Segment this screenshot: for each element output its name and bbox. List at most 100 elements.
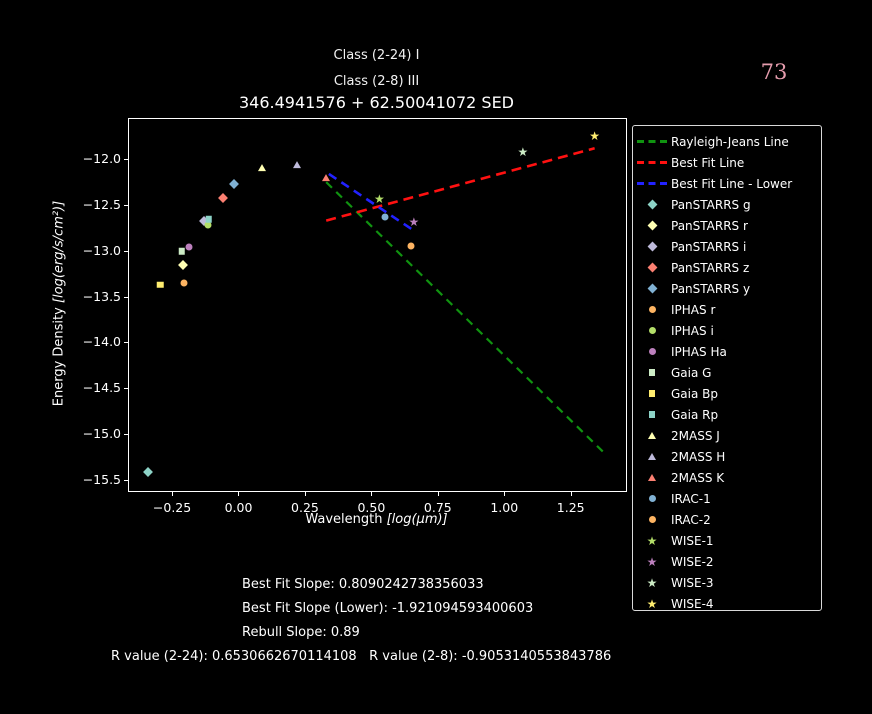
legend-label: IPHAS Ha [671,344,727,359]
square-icon [648,390,656,397]
legend-entry-gaia-rp: Gaia Rp [633,404,821,425]
data-point-wise-2: ★ [408,215,420,230]
diamond-icon [647,220,657,231]
y-tick-label: −15.0 [82,425,121,441]
diamond-icon [647,241,657,252]
legend-label: Gaia Rp [671,407,719,422]
legend-label: WISE-2 [671,554,714,569]
legend-entry-wise-2: ★ WISE-2 [633,551,821,572]
triangle-icon [648,474,656,481]
y-tick [124,433,128,435]
2mass-k-legend-marker [633,474,671,481]
irac-1-legend-marker [633,495,671,502]
x-tick-label: 1.25 [556,500,585,515]
y-tick [124,388,128,390]
data-point-wise-1: ★ [373,191,385,206]
square-icon [648,369,656,376]
x-axis-label-math: [log(μm)] [386,512,448,527]
x-tick-label: −0.25 [152,500,192,515]
legend-entry-2mass-h: 2MASS H [633,446,821,467]
legend-entry-gaia-g: Gaia G [633,362,821,383]
legend-entry-wise-4: ★ WISE-4 [633,593,821,614]
data-point-iphas-i [204,221,212,229]
legend-entry-2mass-j: 2MASS J [633,425,821,446]
data-point-gaia-bp [156,281,164,288]
best-fit-slope-text: Best Fit Slope: 0.8090242738356033 [242,577,484,592]
y-tick [124,342,128,344]
legend-label: PanSTARRS i [671,239,747,254]
legend-entry-iphas-ha: IPHAS Ha [633,341,821,362]
legend-entry-panstarrs-z: PanSTARRS z [633,257,821,278]
data-point-wise-4: ★ [589,129,601,144]
wise-2-legend-marker: ★ [633,556,671,568]
circle-icon [648,495,656,502]
iphas-ha-legend-marker [633,348,671,355]
r-value-2-24-text: R value (2-24): 0.6530662670114108 [111,649,357,664]
circle-icon [648,348,656,355]
y-axis-label-math: [log(erg/s/cm²)] [51,200,67,304]
x-tick-label: 0.00 [224,500,253,515]
y-axis-label-text: Energy Density [51,303,67,407]
legend-entry-gaia-bp: Gaia Bp [633,383,821,404]
gaia-rp-legend-marker [633,411,671,418]
legend-label: IRAC-1 [671,491,711,506]
data-point-irac-2 [407,242,415,250]
data-point-2mass-k [322,173,331,181]
x-tick [570,492,572,496]
star-icon: ★ [646,596,658,611]
square-icon [648,411,656,418]
r-values-gap [357,649,369,664]
data-point-iphas-r [180,279,188,287]
x-tick [238,492,240,496]
legend-label: Gaia G [671,365,712,380]
legend-label: Best Fit Line [671,155,745,170]
legend-entry-panstarrs-y: PanSTARRS y [633,278,821,299]
y-tick-label: −13.5 [82,288,121,304]
triangle-icon [648,432,656,439]
fit-lines-layer [325,147,607,455]
legend-entry-2mass-k: 2MASS K [633,467,821,488]
iphas-i-legend-marker [633,327,671,334]
diamond-icon [647,283,657,294]
legend-entry-panstarrs-g: PanSTARRS g [633,194,821,215]
panstarrs-r-legend-marker [633,220,671,231]
data-point-gaia-g [178,247,186,255]
gaia-g-legend-marker [633,369,671,376]
x-tick [172,492,174,496]
legend-entry-best-fit-line: Best Fit Line [633,152,821,173]
diamond-icon [647,199,657,210]
y-tick [124,159,128,161]
diamond-icon [647,262,657,273]
y-tick [124,479,128,481]
legend-label: IPHAS r [671,302,716,317]
x-tick-label: 0.50 [357,500,386,515]
x-axis-label-text: Wavelength [305,512,387,527]
y-tick [124,250,128,252]
x-tick-label: 0.75 [423,500,452,515]
legend-entry-panstarrs-r: PanSTARRS r [633,215,821,236]
y-tick-label: −12.0 [82,151,121,167]
legend-label: PanSTARRS y [671,281,751,296]
legend-entry-wise-1: ★ WISE-1 [633,530,821,551]
2mass-j-legend-marker [633,432,671,439]
page-number: 73 [760,60,788,84]
legend-box: Rayleigh-Jeans Line Best Fit Line Best Fit… [632,125,822,611]
x-tick-label: 1.00 [490,500,519,515]
legend-label: WISE-3 [671,575,714,590]
plot-area: −0.25 0.00 0.25 0.50 0.75 1.00 1.25 −12.0 −12.5 −… [83,118,627,515]
y-tick-label: −13.0 [82,242,121,258]
panstarrs-z-legend-marker [633,262,671,273]
legend-entry-rayleigh-jeans-line: Rayleigh-Jeans Line [633,131,821,152]
y-tick-label: −12.5 [82,197,121,213]
best-fit-line-lower-line [328,172,415,232]
legend-label: WISE-4 [671,596,714,611]
class-2-8-label: Class (2-8) III [333,74,420,89]
circle-icon [648,327,656,334]
data-point-irac-1 [381,213,389,221]
y-tick-label: −15.5 [82,471,121,487]
y-tick [124,296,128,298]
legend-label: 2MASS K [671,470,725,485]
legend-label: IRAC-2 [671,512,711,527]
panstarrs-g-legend-marker [633,199,671,210]
